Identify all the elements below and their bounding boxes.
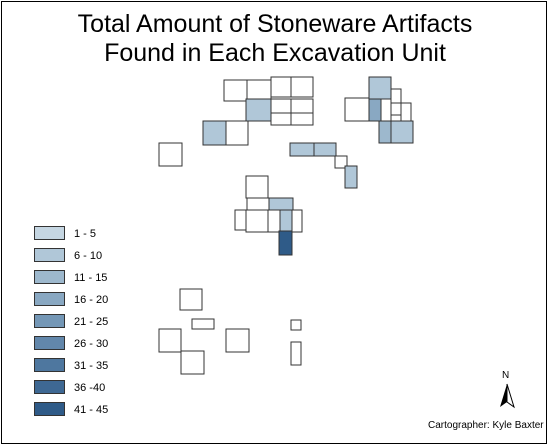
north-arrow-label: N [502,370,510,381]
legend-label: 21 - 25 [74,316,109,328]
excavation-unit [279,209,293,233]
excavation-unit [380,98,392,122]
excavation-unit [278,230,293,256]
legend-swatch [34,402,65,416]
legend-swatch [34,336,65,350]
legend-label: 41 - 45 [74,404,109,416]
excavation-unit [191,318,215,330]
excavation-unit [289,142,315,157]
excavation-unit [390,102,402,116]
legend-label: 11 - 15 [74,272,108,284]
excavation-unit [290,341,302,366]
legend-label: 36 -40 [74,382,106,394]
excavation-unit [290,98,314,114]
excavation-unit [158,328,182,353]
legend-swatch [34,380,65,394]
excavation-unit [202,120,227,146]
excavation-unit [270,98,292,114]
excavation-unit [368,76,392,100]
map-title-line-1: Total Amount of Stoneware Artifacts [77,10,473,38]
excavation-unit [180,350,205,375]
legend-swatch [34,358,65,372]
excavation-unit [344,165,358,189]
excavation-unit [245,175,269,199]
excavation-unit [267,209,281,233]
excavation-unit [344,97,370,122]
legend-label: 31 - 35 [74,360,109,372]
excavation-unit [223,79,248,102]
excavation-unit [234,209,247,231]
excavation-unit [290,319,302,331]
excavation-unit [334,155,348,169]
map-title: Total Amount of Stoneware Artifacts Foun… [2,10,548,68]
excavation-unit [246,197,270,211]
legend-swatch [34,314,65,328]
excavation-unit [378,120,392,144]
legend-label: 1 - 5 [74,228,97,240]
legend-label: 16 - 20 [74,294,109,306]
legend-swatch [34,292,65,306]
excavation-units [158,76,414,375]
excavation-unit [390,88,402,104]
excavation-unit [268,197,294,211]
excavation-unit [179,288,203,311]
excavation-unit [390,120,414,144]
excavation-unit [158,142,183,167]
excavation-unit [225,328,250,353]
excavation-unit [245,98,272,122]
excavation-unit [313,142,337,157]
map-title-line-2: Found in Each Excavation Unit [104,39,446,67]
excavation-unit [245,209,270,233]
legend-swatch [34,270,65,284]
north-arrow-icon [500,383,515,409]
excavation-unit [368,98,382,122]
excavation-unit [225,120,249,146]
excavation-unit [270,76,292,98]
excavation-unit [291,209,303,233]
cartographer-credit: Cartographer: Kyle Baxter [428,420,544,431]
legend-swatch [34,248,65,262]
excavation-unit [290,112,314,126]
excavation-unit [290,76,314,98]
legend-label: 26 - 30 [74,338,109,350]
excavation-unit [400,102,412,122]
excavation-unit [246,79,272,102]
legend-swatch [34,226,65,240]
legend-label: 6 - 10 [74,250,103,262]
excavation-unit [270,112,292,126]
